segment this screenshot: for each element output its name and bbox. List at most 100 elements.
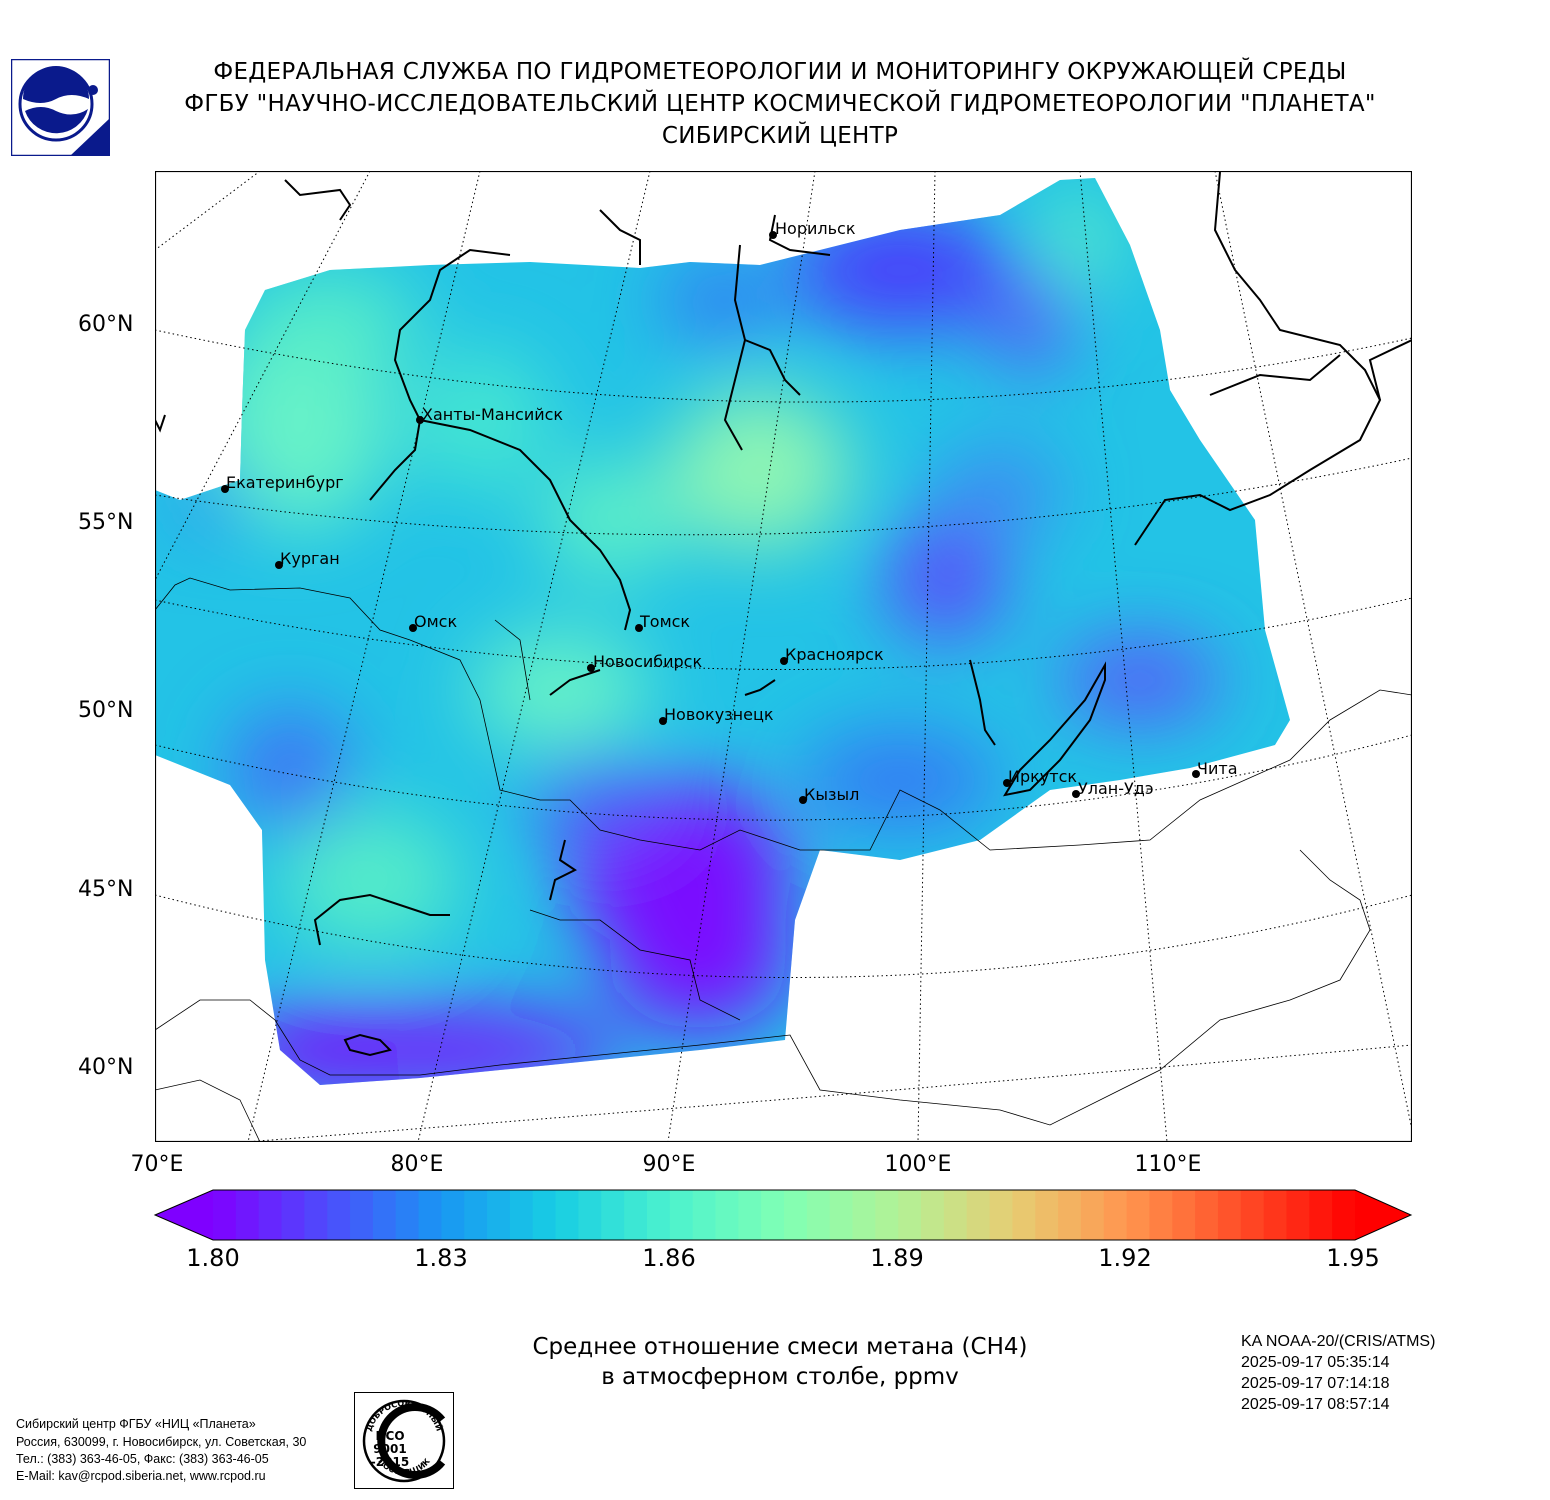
colorbar-cell [989, 1190, 1013, 1240]
colorbar-cell [715, 1190, 739, 1240]
colorbar-cell [829, 1190, 854, 1240]
header-line-2: ФГБУ "НАУЧНО-ИССЛЕДОВАТЕЛЬСКИЙ ЦЕНТР КОС… [184, 91, 1376, 117]
colorbar-cell [921, 1190, 945, 1240]
colorbar-cell [1035, 1190, 1059, 1240]
colorbar-cell [213, 1190, 237, 1240]
satellite-time-1: 2025-09-17 05:35:14 [1241, 1354, 1390, 1371]
colorbar-cell [1263, 1190, 1288, 1240]
city-markers: Норильск Ханты-Мансийск Екатеринбург Кур… [221, 219, 1238, 804]
city-chita: Чита [1192, 759, 1238, 778]
svg-text:Чита: Чита [1197, 759, 1238, 778]
colorbar [153, 1189, 1413, 1241]
colorbar-cell [943, 1190, 968, 1240]
svg-text:Омск: Омск [414, 612, 457, 631]
contact-line-2: Россия, 630099, г. Новосибирск, ул. Сове… [16, 1435, 307, 1449]
colorbar-cell [1286, 1190, 1310, 1240]
svg-text:Томск: Томск [639, 612, 690, 631]
planeta-logo [11, 59, 110, 156]
header-line-1: ФЕДЕРАЛЬНАЯ СЛУЖБА ПО ГИДРОМЕТЕОРОЛОГИИ … [213, 59, 1347, 85]
colorbar-cell [372, 1190, 397, 1240]
colorbar-cell [669, 1190, 694, 1240]
colorbar-cell [418, 1190, 442, 1240]
colorbar-cell [258, 1190, 283, 1240]
svg-text:Курган: Курган [280, 549, 340, 568]
colorbar-cell [1080, 1190, 1105, 1240]
colorbar-cell [1332, 1190, 1356, 1240]
colorbar-cell [532, 1190, 557, 1240]
colorbar-tick-1.92: 1.92 [1098, 1244, 1152, 1272]
city-kyzyl: Кызыл [799, 785, 859, 804]
lon-label-90: 90°E [642, 1152, 696, 1177]
colorbar-tick-1.95: 1.95 [1326, 1244, 1380, 1272]
city-irkutsk: Иркутск [1003, 767, 1077, 787]
satellite-instrument: KA NOAA-20/(CRIS/ATMS) [1241, 1333, 1436, 1350]
city-kurgan: Курган [275, 549, 340, 569]
svg-text:Норильск: Норильск [775, 219, 856, 238]
city-khanty-mansiysk: Ханты-Мансийск [416, 405, 563, 424]
svg-text:Кызыл: Кызыл [804, 785, 859, 804]
lon-label-80: 80°E [390, 1152, 444, 1177]
colorbar-cell [1240, 1190, 1265, 1240]
colorbar-cell [555, 1190, 580, 1240]
city-omsk: Омск [409, 612, 457, 632]
svg-text:-2015: -2015 [371, 1455, 409, 1469]
colorbar-cell [761, 1190, 785, 1240]
city-novosibirsk: Новосибирск [587, 652, 702, 672]
colorbar-tick-1.80: 1.80 [186, 1244, 240, 1272]
svg-text:9001: 9001 [373, 1442, 406, 1456]
contact-line-4: E-Mail: kav@rcpod.siberia.net, www.rcpod… [16, 1469, 266, 1483]
satellite-time-2: 2025-09-17 07:14:18 [1241, 1375, 1390, 1392]
colorbar-cell [327, 1190, 351, 1240]
colorbar-cell [487, 1190, 511, 1240]
colorbar-cell [464, 1190, 488, 1240]
colorbar-cell [350, 1190, 374, 1240]
colorbar-cell [806, 1190, 831, 1240]
satellite-time-3: 2025-09-17 08:57:14 [1241, 1396, 1390, 1413]
colorbar-tick-1.86: 1.86 [642, 1244, 696, 1272]
colorbar-cell [1217, 1190, 1242, 1240]
rivers [155, 171, 1412, 1057]
svg-text:Ханты-Мансийск: Ханты-Мансийск [422, 405, 563, 424]
svg-text:Иркутск: Иркутск [1008, 767, 1077, 786]
colorbar-cell [601, 1190, 625, 1240]
lat-label-40: 40°N [78, 1055, 134, 1080]
caption-line-1: Среднее отношение смеси метана (CH4) [532, 1334, 1028, 1360]
colorbar-cell [646, 1190, 671, 1240]
city-yekaterinburg: Екатеринбург [221, 473, 344, 493]
city-tomsk: Томск [635, 612, 690, 632]
colorbar-cell [1195, 1190, 1219, 1240]
lat-label-60: 60°N [78, 312, 134, 337]
svg-text:Екатеринбург: Екатеринбург [226, 473, 344, 492]
colorbar-cell [1126, 1190, 1151, 1240]
iso-badge: ДОБРОСОВЕСТНЫЙ ПОСТАВЩИК ИСО 9001 -2015 [354, 1392, 454, 1489]
svg-text:Новокузнецк: Новокузнецк [664, 705, 774, 724]
colorbar-tick-1.89: 1.89 [870, 1244, 924, 1272]
country-borders [155, 577, 1412, 1142]
svg-text:Новосибирск: Новосибирск [593, 652, 702, 671]
colorbar-cell [875, 1190, 899, 1240]
colorbar-cell [1103, 1190, 1128, 1240]
lat-label-55: 55°N [78, 510, 134, 535]
colorbar-cell [1058, 1190, 1082, 1240]
header-line-3: СИБИРСКИЙ ЦЕНТР [661, 123, 899, 149]
contact-line-3: Тел.: (383) 363-46-05, Факс: (383) 363-4… [16, 1452, 269, 1466]
graticule [155, 171, 1412, 1142]
map-area: Норильск Ханты-Мансийск Екатеринбург Кур… [155, 171, 1412, 1142]
city-novokuznetsk: Новокузнецк [659, 705, 774, 725]
city-ulan-ude: Улан-Удэ [1072, 779, 1154, 798]
colorbar-extend-low [155, 1190, 213, 1240]
colorbar-cell [1149, 1190, 1173, 1240]
city-norilsk: Норильск [769, 219, 856, 239]
colorbar-cell [1012, 1190, 1036, 1240]
svg-text:Красноярск: Красноярск [785, 645, 884, 664]
caption-line-2: в атмосферном столбе, ppmv [601, 1364, 959, 1390]
colorbar-cell [784, 1190, 808, 1240]
svg-text:ИСО: ИСО [375, 1429, 404, 1443]
lon-label-110: 110°E [1134, 1152, 1202, 1177]
lat-label-45: 45°N [78, 877, 134, 902]
colorbar-cell [898, 1190, 922, 1240]
colorbar-cell [304, 1190, 328, 1240]
colorbar-cell [852, 1190, 876, 1240]
colorbar-cell [1172, 1190, 1196, 1240]
lon-label-100: 100°E [884, 1152, 952, 1177]
